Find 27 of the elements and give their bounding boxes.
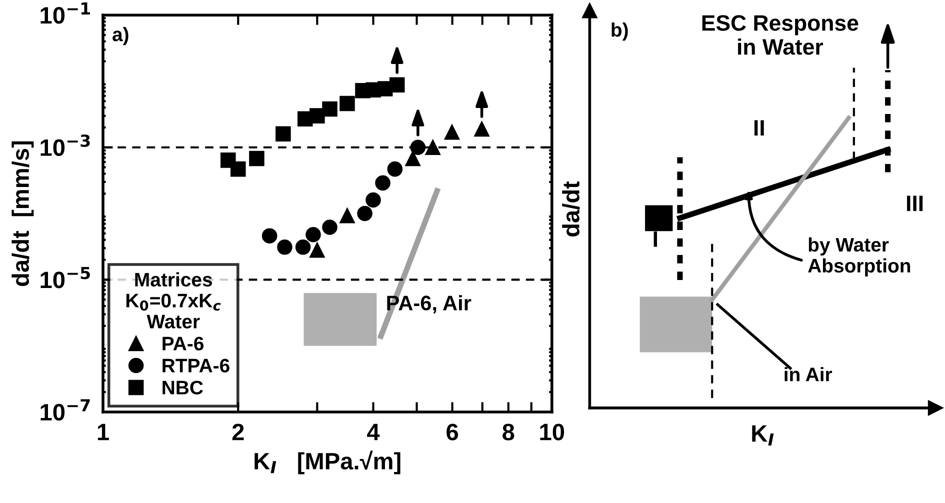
x-tick-label: 2: [232, 424, 244, 440]
text: da/dt: [562, 181, 580, 236]
text: I: [654, 231, 657, 247]
annotation: PA-6, Air: [387, 295, 472, 314]
text: ESC Response in Water: [702, 15, 858, 55]
text: III: [907, 196, 923, 212]
annotation: a): [112, 26, 128, 46]
legend-label: PA-6: [162, 336, 204, 350]
text: b): [612, 22, 628, 41]
text: in Air: [784, 367, 832, 382]
x-tick-label: 1: [98, 424, 109, 440]
legend-title: Matrices K$_{0}$=0.7xK$_{c}$ Water: [126, 272, 221, 328]
text: II: [754, 120, 764, 136]
x-tick-label: 8: [502, 424, 514, 440]
x-tick-label: 10: [540, 424, 564, 440]
text: K$_{I}$: [752, 425, 774, 446]
text: K$_{I}$ [MPa.√m]: [254, 450, 400, 474]
text: by Water Absorption: [808, 237, 910, 276]
y-tick-label: 10$^{−3}$: [40, 134, 90, 156]
legend-label: RTPA-6: [162, 358, 230, 372]
x-tick-label: 6: [446, 424, 458, 440]
y-tick-label: 10$^{−1}$: [40, 2, 90, 24]
legend-label: NBC: [162, 380, 203, 395]
y-tick-label: 10$^{−7}$: [40, 399, 90, 421]
x-tick-label: 4: [367, 424, 380, 440]
y-tick-label: 10$^{−5}$: [40, 266, 90, 288]
y-axis-title: da/dt [mm/s]: [12, 141, 34, 286]
